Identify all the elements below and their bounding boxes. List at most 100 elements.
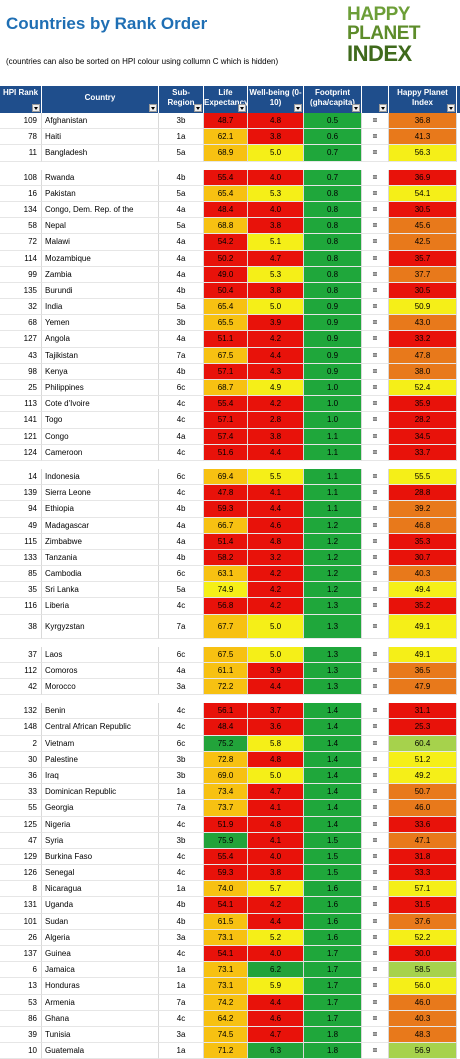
footprint-cell[interactable]: 1.5 (304, 865, 362, 882)
region-cell[interactable]: 4b (159, 363, 204, 380)
wellbeing-cell[interactable]: 4.4 (248, 913, 304, 930)
country-cell[interactable]: Jamaica (42, 962, 159, 979)
country-cell[interactable]: Cambodia (42, 566, 159, 583)
rank-cell[interactable]: 115 (0, 533, 42, 550)
life-expectancy-cell[interactable]: 68.8 (204, 218, 248, 235)
wellbeing-cell[interactable]: 4.6 (248, 1010, 304, 1027)
footprint-cell[interactable]: 1.0 (304, 396, 362, 413)
life-expectancy-cell[interactable]: 56.8 (204, 598, 248, 615)
wellbeing-cell[interactable]: 4.9 (248, 380, 304, 397)
region-cell[interactable]: 3a (159, 1026, 204, 1044)
country-cell[interactable]: Nigeria (42, 816, 159, 833)
country-cell[interactable]: Cameroon (42, 444, 159, 461)
rank-cell[interactable]: 139 (0, 485, 42, 502)
region-cell[interactable]: 4c (159, 1010, 204, 1027)
rank-cell[interactable]: 112 (0, 662, 42, 679)
hpi-cell[interactable]: 31.1 (389, 703, 457, 720)
rank-cell[interactable]: 94 (0, 501, 42, 518)
life-expectancy-cell[interactable]: 63.1 (204, 566, 248, 583)
rank-cell[interactable]: 25 (0, 380, 42, 397)
footprint-cell[interactable]: 1.1 (304, 428, 362, 445)
footprint-cell[interactable]: 1.2 (304, 582, 362, 599)
footprint-cell[interactable]: 0.8 (304, 250, 362, 267)
trend-cell[interactable]: = (362, 185, 389, 202)
trend-cell[interactable]: = (362, 129, 389, 146)
life-expectancy-cell[interactable]: 74.0 (204, 881, 248, 898)
hpi-cell[interactable]: 35.7 (389, 250, 457, 267)
trend-cell[interactable]: = (362, 1010, 389, 1027)
wellbeing-cell[interactable]: 5.9 (248, 978, 304, 995)
rank-cell[interactable]: 16 (0, 185, 42, 202)
trend-cell[interactable]: = (362, 234, 389, 251)
region-cell[interactable]: 4b (159, 897, 204, 914)
footprint-cell[interactable]: 0.8 (304, 218, 362, 235)
hpi-cell[interactable]: 51.2 (389, 751, 457, 768)
trend-cell[interactable]: = (362, 315, 389, 332)
life-expectancy-cell[interactable]: 61.5 (204, 913, 248, 930)
rank-cell[interactable]: 2 (0, 735, 42, 752)
life-expectancy-cell[interactable]: 73.1 (204, 978, 248, 995)
life-expectancy-cell[interactable]: 72.8 (204, 751, 248, 768)
trend-cell[interactable]: = (362, 735, 389, 752)
rank-cell[interactable]: 72 (0, 234, 42, 251)
trend-cell[interactable]: = (362, 412, 389, 429)
country-cell[interactable]: Honduras (42, 978, 159, 995)
country-cell[interactable]: Central African Republic (42, 719, 159, 736)
trend-cell[interactable]: = (362, 994, 389, 1011)
footprint-cell[interactable]: 1.2 (304, 566, 362, 583)
life-expectancy-cell[interactable]: 71.2 (204, 1043, 248, 1059)
rank-cell[interactable]: 30 (0, 751, 42, 768)
country-cell[interactable]: Nicaragua (42, 881, 159, 898)
footprint-cell[interactable]: 0.9 (304, 347, 362, 364)
country-cell[interactable]: Georgia (42, 800, 159, 817)
footprint-cell[interactable]: 1.1 (304, 468, 362, 486)
life-expectancy-cell[interactable]: 65.5 (204, 315, 248, 332)
trend-cell[interactable]: = (362, 549, 389, 567)
region-cell[interactable]: 4b (159, 913, 204, 930)
rank-cell[interactable]: 86 (0, 1010, 42, 1027)
hpi-cell[interactable]: 46.8 (389, 517, 457, 534)
hpi-cell[interactable]: 35.2 (389, 598, 457, 615)
wellbeing-cell[interactable]: 5.0 (248, 646, 304, 663)
table-row[interactable]: 36 Iraq 3b 69.0 5.0 1.4 = 49.2 (0, 767, 460, 785)
footprint-cell[interactable]: 0.8 (304, 266, 362, 283)
trend-cell[interactable]: = (362, 468, 389, 486)
hpi-cell[interactable]: 55.5 (389, 468, 457, 486)
table-row[interactable]: 39 Tunisia 3a 74.5 4.7 1.8 = 48.3 (0, 1026, 460, 1044)
rank-cell[interactable]: 101 (0, 913, 42, 930)
wellbeing-cell[interactable]: 4.8 (248, 816, 304, 833)
hpi-cell[interactable]: 49.1 (389, 614, 457, 639)
wellbeing-cell[interactable]: 4.8 (248, 533, 304, 550)
table-row[interactable]: 10 Guatemala 1a 71.2 6.3 1.8 = 56.9 (0, 1043, 460, 1059)
region-cell[interactable]: 4c (159, 444, 204, 461)
trend-cell[interactable]: = (362, 646, 389, 663)
life-expectancy-cell[interactable]: 55.4 (204, 396, 248, 413)
header-hpi[interactable]: Happy Planet Index (389, 86, 457, 113)
country-cell[interactable]: Laos (42, 646, 159, 663)
country-cell[interactable]: Togo (42, 412, 159, 429)
country-cell[interactable]: Sierra Leone (42, 485, 159, 502)
rank-cell[interactable]: 121 (0, 428, 42, 445)
region-cell[interactable]: 4b (159, 501, 204, 518)
hpi-cell[interactable]: 33.3 (389, 865, 457, 882)
region-cell[interactable]: 5a (159, 218, 204, 235)
hpi-cell[interactable]: 57.1 (389, 881, 457, 898)
region-cell[interactable]: 1a (159, 978, 204, 995)
table-row[interactable]: 135 Burundi 4b 50.4 3.8 0.8 = 30.5 (0, 282, 460, 300)
table-row[interactable]: 139 Sierra Leone 4c 47.8 4.1 1.1 = 28.8 (0, 485, 460, 502)
table-row[interactable]: 109 Afghanistan 3b 48.7 4.8 0.5 = 36.8 (0, 113, 460, 130)
wellbeing-cell[interactable]: 2.8 (248, 412, 304, 429)
country-cell[interactable]: Pakistan (42, 185, 159, 202)
life-expectancy-cell[interactable]: 54.1 (204, 897, 248, 914)
header-footprint[interactable]: Footprint (gha/capita) (304, 86, 362, 113)
wellbeing-cell[interactable]: 5.0 (248, 299, 304, 316)
life-expectancy-cell[interactable]: 59.3 (204, 501, 248, 518)
trend-cell[interactable]: = (362, 946, 389, 963)
hpi-cell[interactable]: 52.4 (389, 380, 457, 397)
hpi-cell[interactable]: 56.3 (389, 145, 457, 162)
hpi-cell[interactable]: 31.5 (389, 897, 457, 914)
life-expectancy-cell[interactable]: 47.8 (204, 485, 248, 502)
table-row[interactable]: 101 Sudan 4b 61.5 4.4 1.6 = 37.6 (0, 913, 460, 930)
wellbeing-cell[interactable]: 3.7 (248, 703, 304, 720)
trend-cell[interactable]: = (362, 250, 389, 267)
